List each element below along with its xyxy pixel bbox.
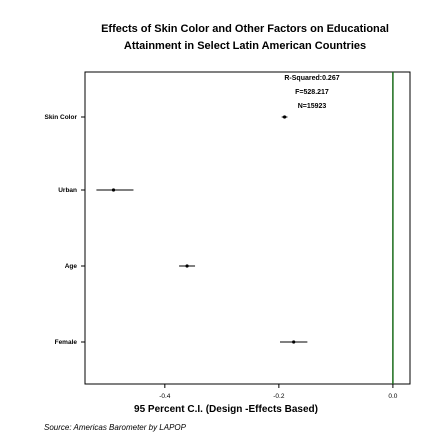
x-tick-label: -0.4 xyxy=(159,393,171,400)
point-estimate xyxy=(185,264,189,268)
y-tick-label: Urban xyxy=(58,187,77,194)
point-estimate xyxy=(282,115,287,119)
stats-annotation: F=528.217 xyxy=(295,89,329,96)
stats-annotation: R-Squared:0.267 xyxy=(284,75,339,82)
x-axis-title: 95 Percent C.I. (Design -Effects Based) xyxy=(134,404,318,415)
y-tick-label: Female xyxy=(55,339,78,346)
x-tick-label: -0.2 xyxy=(273,393,285,400)
point-estimate xyxy=(111,188,116,192)
point-estimate xyxy=(292,340,296,344)
y-tick-label: Age xyxy=(65,263,78,270)
y-tick-label: Skin Color xyxy=(44,114,77,121)
source-note: Source: Americas Barometer by LAPOP xyxy=(44,423,186,432)
plot-frame xyxy=(84,71,411,385)
x-tick-label: 0.0 xyxy=(388,393,397,400)
stats-annotation: N=15923 xyxy=(298,103,327,110)
chart-title: Effects of Skin Color and Other Factors … xyxy=(101,23,389,52)
